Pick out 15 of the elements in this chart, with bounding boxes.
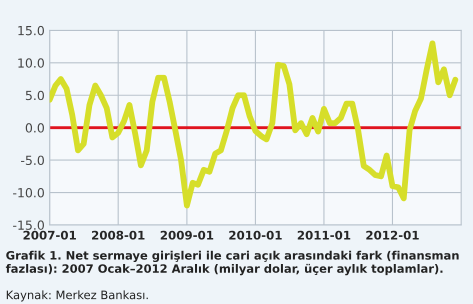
x-tick-label: 2012-01: [366, 230, 419, 240]
y-tick-label: 10.0: [18, 58, 44, 68]
y-tick-label: 5.0: [26, 90, 44, 100]
text: Grafik 1. Net sermaye girişleri ile cari açık arasındaki fark (finansman fazlası): 2007 Ocak–2012 Aralık (milyar dolar, üçer aylık toplamlar).: [6, 250, 459, 276]
y-tick-label: -5.0: [21, 156, 44, 166]
x-tick-label: 2009-01: [160, 230, 214, 240]
y-tick-label: -15.0: [13, 220, 44, 230]
y-tick-label: 15.0: [18, 26, 44, 36]
y-tick-label: 0.0: [26, 123, 44, 133]
y-tick-label: -10.0: [13, 188, 44, 198]
x-tick-label: 2008-01: [92, 230, 144, 240]
text: Kaynak: Merkez Bankası.: [6, 290, 148, 302]
x-tick-label: 2010-01: [229, 230, 282, 240]
x-tick-label: 2011-01: [298, 230, 350, 240]
x-tick-label: 2007-01: [24, 230, 76, 240]
